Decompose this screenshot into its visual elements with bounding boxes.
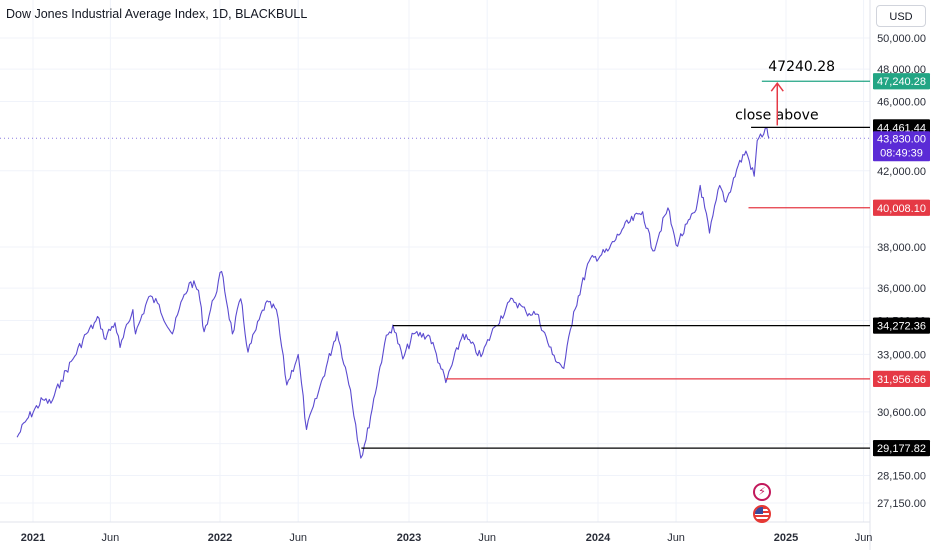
lightning-icon[interactable]: ⚡ <box>753 483 771 501</box>
x-tick-label: Jun <box>101 532 119 544</box>
y-tick-label: 48,000.00 <box>877 64 926 76</box>
price-series-line[interactable] <box>16 127 770 459</box>
current-price-tag <box>873 131 930 162</box>
y-tick-label: 27,150.00 <box>877 498 926 510</box>
currency-selector[interactable]: USD <box>876 5 926 27</box>
x-tick-label: Jun <box>289 532 307 544</box>
x-tick-label: Jun <box>667 532 685 544</box>
x-tick-label: 2021 <box>21 532 45 544</box>
bar-countdown-label: 08:49:39 <box>880 147 923 159</box>
y-tick-label: 28,150.00 <box>877 470 926 482</box>
x-tick-label: Jun <box>478 532 496 544</box>
y-tick-label: 30,600.00 <box>877 407 926 419</box>
us-flag-icon[interactable] <box>753 505 771 523</box>
price-level-label: 47,240.28 <box>877 76 926 88</box>
x-tick-label: 2025 <box>774 532 798 544</box>
chart-title: Dow Jones Industrial Average Index, 1D, … <box>6 7 308 21</box>
price-level-label: 29,177.82 <box>877 443 926 455</box>
price-level-tag <box>873 73 930 90</box>
current-price-label: 43,830.00 <box>877 133 926 145</box>
price-level-tag <box>873 370 930 387</box>
price-level-label: 40,008.10 <box>877 203 926 215</box>
price-level-label: 34,272.36 <box>877 321 926 333</box>
price-level-label: 31,956.66 <box>877 374 926 386</box>
price-level-tag <box>873 440 930 457</box>
y-tick-label: 50,000.00 <box>877 33 926 45</box>
price-level-tag <box>873 317 930 334</box>
x-tick-label: 2022 <box>208 532 232 544</box>
annotation-target: 47240.28 <box>768 59 835 75</box>
y-tick-label: 33,000.00 <box>877 349 926 361</box>
price-level-tag <box>873 199 930 216</box>
y-tick-label: 36,000.00 <box>877 283 926 295</box>
y-tick-label: 42,000.00 <box>877 166 926 178</box>
x-tick-label: 2024 <box>586 532 611 544</box>
y-tick-label: 38,000.00 <box>877 242 926 254</box>
x-tick-label: Jun <box>855 532 873 544</box>
target-arrow-head <box>770 81 784 92</box>
x-tick-label: 2023 <box>397 532 421 544</box>
y-tick-label: 46,000.00 <box>877 96 926 108</box>
